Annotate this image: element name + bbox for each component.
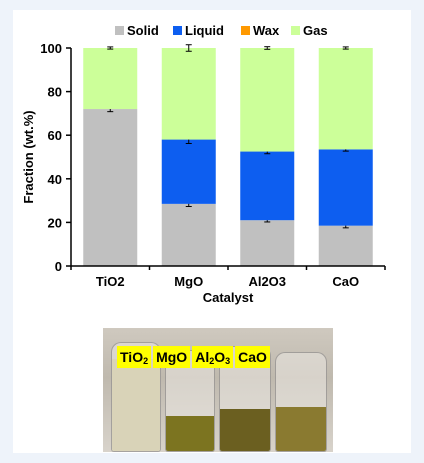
bar-solid-tio2 xyxy=(83,109,138,266)
photo-label-2: MgO xyxy=(153,346,191,368)
sample-jar-4 xyxy=(275,352,327,452)
bar-gas-tio2 xyxy=(83,48,138,110)
legend-swatch-liquid xyxy=(173,26,182,35)
bar-liquid-al2o3 xyxy=(240,151,295,221)
y-tick-label-100: 100 xyxy=(40,41,62,56)
legend-swatch-solid xyxy=(115,26,124,35)
legend-label-gas: Gas xyxy=(303,23,328,38)
legend-swatch-wax xyxy=(241,26,250,35)
x-tick-label-mgo: MgO xyxy=(174,274,203,289)
y-tick-label-40: 40 xyxy=(48,172,62,187)
legend-label-liquid: Liquid xyxy=(185,23,224,38)
sample-jars-photo: TiO2 MgO Al2O3 CaO xyxy=(103,328,333,452)
legend-label-wax: Wax xyxy=(253,23,280,38)
jar-liquid xyxy=(220,409,270,451)
stacked-bar-chart: Solid Liquid Wax Gas TiO2 MgO Al2O3 CaO 0 20 40 60 8… xyxy=(21,23,386,305)
x-axis-title: Catalyst xyxy=(203,290,254,305)
bar-gas-mgo xyxy=(161,48,216,140)
legend-swatch-gas xyxy=(291,26,300,35)
bar-solid-al2o3 xyxy=(240,220,295,266)
bar-solid-mgo xyxy=(161,203,216,266)
y-tick-label-20: 20 xyxy=(48,215,62,230)
x-tick-label-al2o3: Al2O3 xyxy=(248,274,286,289)
y-axis-title: Fraction (wt.%) xyxy=(21,110,36,203)
bar-solid-cao xyxy=(318,225,373,266)
bar-liquid-cao xyxy=(318,149,373,226)
figure-frame: Solid Liquid Wax Gas TiO2 MgO Al2O3 CaO 0 20 40 60 8… xyxy=(13,10,411,453)
legend-label-solid: Solid xyxy=(127,23,159,38)
y-tick-label-0: 0 xyxy=(55,259,62,274)
jar-liquid xyxy=(276,406,326,451)
photo-label-1: TiO2 xyxy=(117,346,152,368)
jar-liquid xyxy=(112,359,160,451)
x-tick-label-tio2: TiO2 xyxy=(96,274,125,289)
bar-gas-cao xyxy=(318,48,373,150)
bar-liquid-mgo xyxy=(161,139,216,204)
sample-jar-1 xyxy=(111,342,161,452)
photo-label-3: Al2O3 xyxy=(192,346,234,368)
y-tick-label-60: 60 xyxy=(48,128,62,143)
photo-label-4: CaO xyxy=(235,346,270,368)
x-tick-label-cao: CaO xyxy=(332,274,359,289)
y-tick-label-80: 80 xyxy=(48,85,62,100)
jar-liquid xyxy=(166,416,214,451)
photo-label-row: TiO2 MgO Al2O3 CaO xyxy=(117,346,270,368)
bar-gas-al2o3 xyxy=(240,48,295,152)
